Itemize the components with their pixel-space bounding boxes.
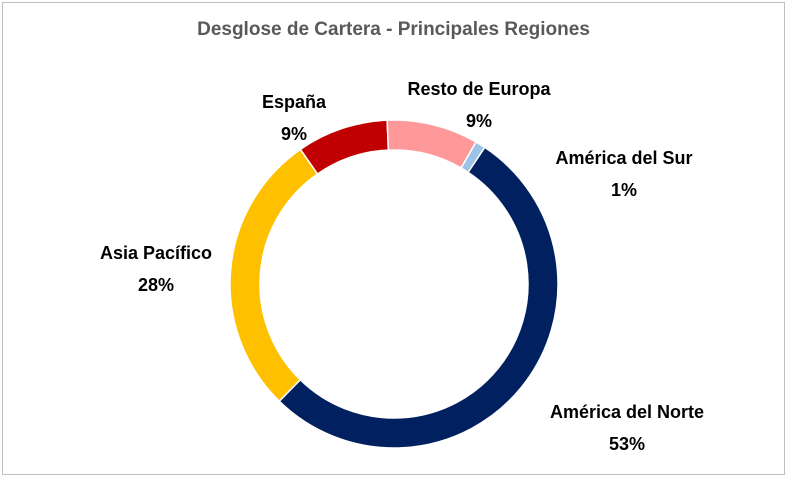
chart-frame: Desglose de Cartera - Principales Region… — [2, 2, 785, 475]
label-espana: España — [262, 92, 327, 112]
label-america-del-norte: América del Norte — [550, 402, 704, 422]
slice-labels: América del Sur 1% América del Norte 53% Asi… — [100, 79, 704, 454]
value-asia-pacifico: 28% — [138, 275, 174, 295]
label-america-del-sur: América del Sur — [555, 148, 692, 168]
donut-slices — [229, 119, 559, 449]
value-resto-de-europa: 9% — [466, 111, 492, 131]
value-america-del-sur: 1% — [611, 180, 637, 200]
slice-espana — [299, 119, 390, 176]
slice-america-del-norte — [278, 146, 559, 449]
label-asia-pacifico: Asia Pacífico — [100, 243, 212, 263]
slice-resto-de-europa — [386, 119, 478, 169]
label-resto-de-europa: Resto de Europa — [407, 79, 551, 99]
value-espana: 9% — [281, 124, 307, 144]
slice-asia-pacifico — [229, 148, 319, 403]
value-america-del-norte: 53% — [609, 434, 645, 454]
chart-title: Desglose de Cartera - Principales Region… — [197, 19, 590, 40]
